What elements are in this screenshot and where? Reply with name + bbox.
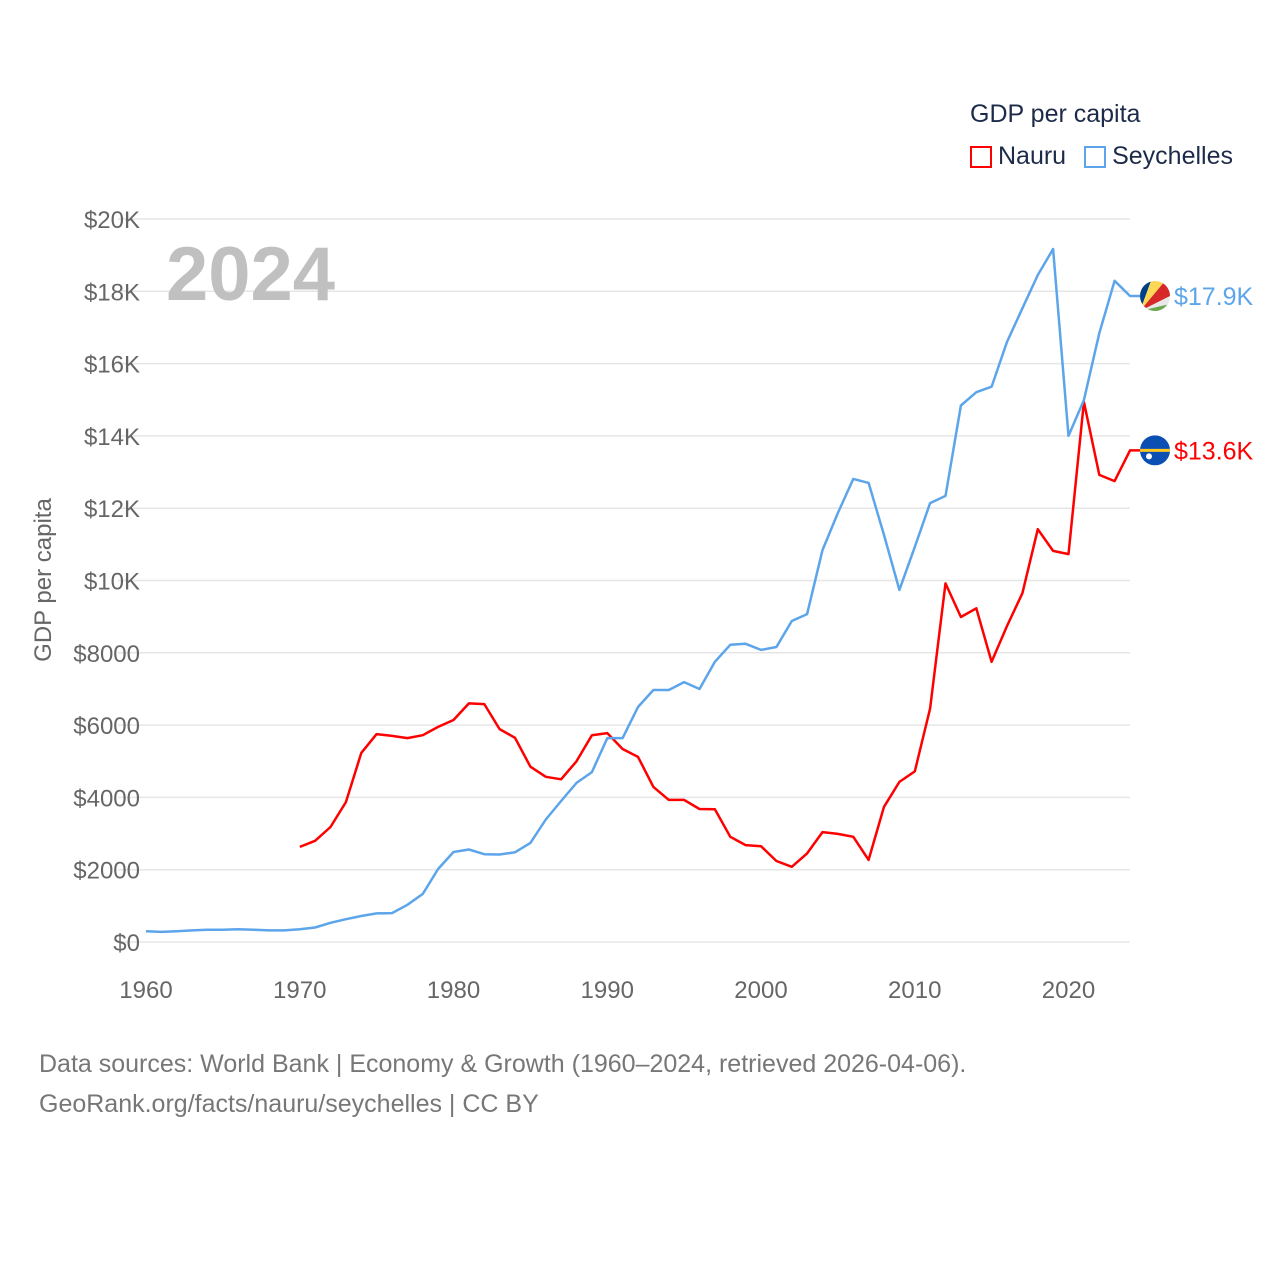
y-tick-label: $6000 <box>73 713 140 740</box>
legend-label: Nauru <box>998 142 1067 170</box>
y-tick-label: $4000 <box>73 785 140 812</box>
x-tick-label: 2010 <box>888 977 941 1004</box>
legend: Nauru Seychelles <box>970 142 1233 171</box>
series-line-nauru <box>299 400 1140 869</box>
flag-body <box>1140 435 1170 466</box>
y-tick-label: $10K <box>84 569 140 596</box>
end-labels: $13.6K $17.9K <box>1140 280 1254 466</box>
legend-item-seychelles[interactable]: Seychelles <box>1084 142 1233 171</box>
x-tick-label: 2000 <box>734 977 787 1004</box>
y-tick-label: $16K <box>84 352 140 379</box>
y-axis-ticks: $0 $2000 $4000 $6000 $8000 $10K $12K $14K $16K $1… <box>73 207 140 957</box>
data-source: Data sources: World Bank | Economy & Gro… <box>39 1050 967 1078</box>
y-tick-label: $18K <box>84 279 140 306</box>
legend-title: GDP per capita <box>970 100 1141 128</box>
end-value-label-nauru: $13.6K <box>1174 437 1254 465</box>
legend-item-nauru[interactable]: Nauru <box>970 142 1066 171</box>
legend-label: Seychelles <box>1112 142 1233 170</box>
y-axis-label: GDP per capita <box>30 498 57 662</box>
y-tick-label: $8000 <box>73 641 140 668</box>
x-axis-ticks: 1960 1970 1980 1990 2000 2010 2020 <box>119 977 1095 1004</box>
y-tick-label: $14K <box>84 424 140 451</box>
attribution: GeoRank.org/facts/nauru/seychelles | CC … <box>39 1090 539 1118</box>
flag-red <box>1140 280 1170 311</box>
x-tick-label: 1960 <box>119 977 172 1004</box>
year-watermark: 2024 <box>166 232 335 317</box>
legend-swatch-seychelles <box>1084 145 1107 168</box>
seychelles-flag-icon <box>1140 280 1170 311</box>
flag-stripe <box>1140 448 1170 452</box>
x-tick-label: 1980 <box>427 977 480 1004</box>
series-line-seychelles <box>145 247 1140 934</box>
x-tick-label: 1970 <box>273 977 326 1004</box>
flag-star <box>1146 453 1152 460</box>
y-tick-label: $20K <box>84 207 140 234</box>
y-tick-label: $2000 <box>73 858 140 885</box>
y-tick-label: $12K <box>84 496 140 523</box>
footer: Data sources: World Bank | Economy & Gro… <box>39 1044 966 1124</box>
x-tick-label: 2020 <box>1042 977 1095 1004</box>
nauru-flag-icon <box>1140 435 1170 466</box>
series-lines <box>145 247 1140 934</box>
y-tick-label: $0 <box>113 930 140 957</box>
flag-body <box>1140 280 1170 311</box>
gridlines <box>118 218 1130 943</box>
end-value-label-seychelles: $17.9K <box>1174 283 1254 311</box>
x-tick-label: 1990 <box>581 977 634 1004</box>
legend-swatch-nauru <box>970 145 992 168</box>
